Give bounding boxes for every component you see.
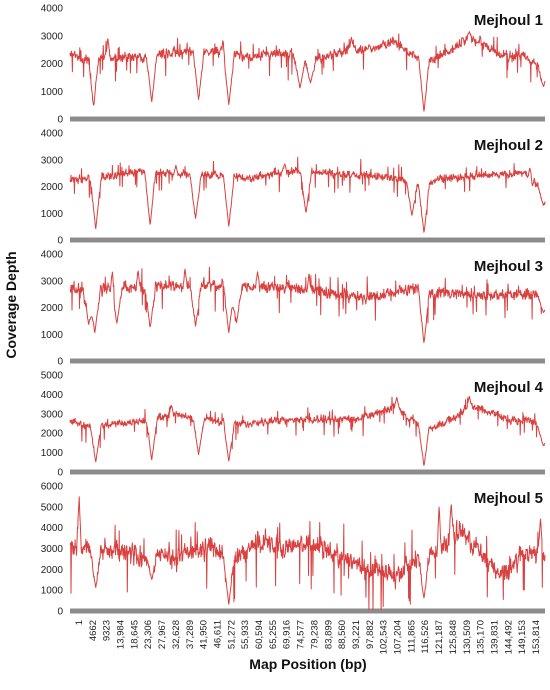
y-tick-label: 0 [57,468,63,479]
x-tick-label: 51,272 [226,620,237,649]
y-tick-label: 3000 [41,31,64,42]
y-tick-label: 2000 [41,59,64,70]
y-tick-label: 6000 [41,482,64,493]
y-tick-label: 3000 [41,544,64,555]
y-tick-label: 0 [57,357,63,368]
y-axis-title: Coverage Depth [3,251,19,358]
y-tick-label: 1000 [41,330,64,341]
y-tick-label: 4000 [41,129,64,140]
x-tick-label: 55,933 [240,620,251,649]
y-tick-label: 0 [57,115,63,126]
panel-title: Mejhoul 1 [474,12,543,29]
x-tick-label: 107,204 [393,620,404,654]
x-tick-label: 102,543 [379,620,390,654]
y-tick-label: 2000 [41,303,64,314]
x-tick-label: 97,882 [365,620,376,649]
x-tick-label: 83,899 [323,620,334,649]
x-tick-label: 41,950 [199,620,210,649]
coverage-line-4 [69,395,546,466]
x-tick-label: 125,848 [448,620,459,654]
y-tick-label: 5000 [41,502,64,513]
y-tick-label: 0 [57,236,63,247]
coverage-line-1 [69,31,546,112]
x-tick-label: 13,984 [116,620,127,649]
y-tick-label: 1000 [41,209,64,220]
x-tick-label: 139,831 [490,620,501,654]
x-tick-label: 153,814 [531,620,542,654]
coverage-line-2 [69,156,546,233]
x-tick-label: 144,492 [503,620,514,654]
x-tick-label: 1 [74,620,85,625]
panel-title: Mejhoul 3 [474,258,543,275]
x-tick-label: 74,577 [296,620,307,649]
panel-3: 0 1000 2000 3000 4000 Mejhoul 3 [41,250,546,368]
x-tick-label: 116,526 [420,620,431,654]
y-tick-label: 0 [57,607,63,618]
panel-title: Mejhoul 4 [474,379,544,396]
y-tick-label: 4000 [41,250,64,261]
x-tick-label: 79,238 [309,620,320,649]
y-tick-label: 3000 [41,155,64,166]
x-axis-title: Map Position (bp) [249,656,366,672]
panel-title: Mejhoul 2 [474,137,543,154]
x-tick-label: 121,187 [434,620,445,654]
x-tick-label: 135,170 [476,620,487,654]
x-tick-label: 65,255 [268,620,279,649]
x-tick-label: 46,611 [213,620,224,648]
y-tick-label: 5000 [41,371,64,382]
panel-2: 0 1000 2000 3000 4000 Mejhoul 2 [41,129,546,247]
x-tick-label: 88,560 [337,620,348,649]
y-tick-label: 4000 [41,523,64,534]
panels-group: 0 1000 2000 3000 4000 Mejhoul 1 0 1000 2000 3000 4… [41,4,546,618]
y-tick-label: 2000 [41,429,64,440]
y-tick-label: 3000 [41,409,64,420]
x-tick-label: 130,509 [462,620,473,654]
x-tick-label: 9323 [102,620,113,641]
x-tick-label: 4662 [88,620,99,641]
y-tick-label: 1000 [41,448,64,459]
coverage-line-5 [69,496,546,611]
panel-4: 0 1000 2000 3000 4000 5000 Mejhoul 4 [41,371,546,479]
y-tick-label: 4000 [41,4,64,15]
y-tick-label: 1000 [41,87,64,98]
x-tick-label: 27,967 [157,620,168,649]
x-tick-label: 32,628 [171,620,182,649]
x-tick-labels: 1 4662 9323 13,984 18,645 23,306 27,967 32,628 3… [74,620,542,654]
x-tick-label: 111,865 [406,620,417,653]
x-tick-label: 60,594 [254,620,265,649]
y-tick-label: 2000 [41,565,64,576]
y-tick-label: 3000 [41,276,64,287]
coverage-line-3 [69,266,546,343]
y-tick-label: 2000 [41,182,64,193]
x-tick-label: 149,153 [517,620,528,654]
x-tick-label: 93,221 [351,620,362,649]
x-tick-label: 23,306 [143,620,154,649]
panel-title: Mejhoul 5 [474,490,543,507]
x-tick-label: 69,916 [282,620,293,649]
x-tick-label: 18,645 [129,620,140,649]
panel-1: 0 1000 2000 3000 4000 Mejhoul 1 [41,4,546,126]
y-tick-label: 4000 [41,390,64,401]
y-tick-label: 1000 [41,586,64,597]
panel-5: 0 1000 2000 3000 4000 5000 6000 Mejhoul 5 [41,482,546,618]
x-tick-label: 37,289 [185,620,196,649]
